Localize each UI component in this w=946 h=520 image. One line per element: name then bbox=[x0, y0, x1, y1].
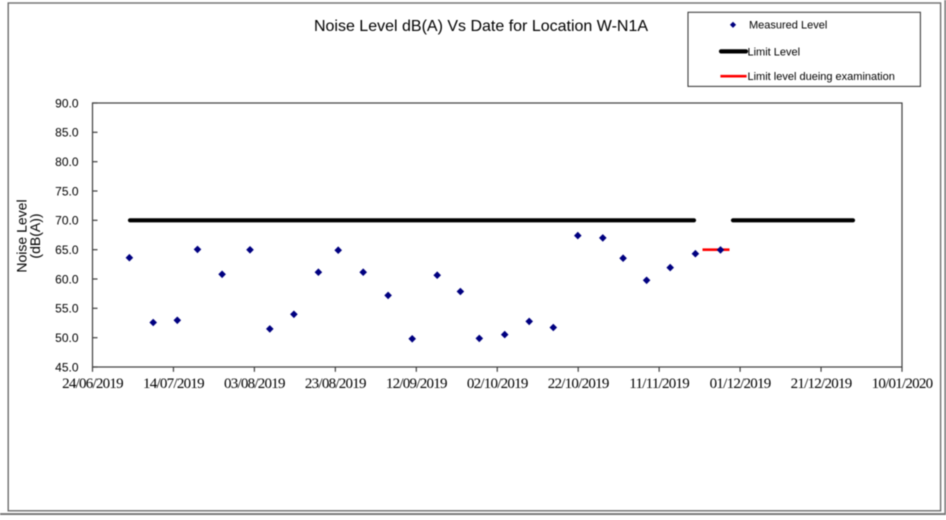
svg-text:65.0: 65.0 bbox=[55, 243, 79, 257]
svg-text:22/10/2019: 22/10/2019 bbox=[548, 376, 609, 392]
svg-text:45.0: 45.0 bbox=[55, 360, 79, 374]
svg-text:Limit Level: Limit Level bbox=[748, 46, 801, 58]
svg-text:Limit level dueing examination: Limit level dueing examination bbox=[748, 71, 895, 83]
svg-text:21/12/2019: 21/12/2019 bbox=[791, 376, 852, 392]
svg-text:Noise Level dB(A) Vs Date for: Noise Level dB(A) Vs Date for Location W… bbox=[314, 18, 648, 35]
svg-text:75.0: 75.0 bbox=[55, 184, 79, 198]
svg-text:23/08/2019: 23/08/2019 bbox=[305, 376, 366, 392]
svg-text:85.0: 85.0 bbox=[55, 126, 79, 140]
svg-text:(dB(A)): (dB(A)) bbox=[27, 213, 43, 258]
svg-text:02/10/2019: 02/10/2019 bbox=[467, 376, 528, 392]
svg-text:14/07/2019: 14/07/2019 bbox=[143, 376, 204, 392]
svg-text:60.0: 60.0 bbox=[55, 272, 79, 286]
svg-text:Noise Level: Noise Level bbox=[14, 199, 30, 272]
svg-text:10/01/2020: 10/01/2020 bbox=[872, 376, 933, 392]
svg-text:Measured Level: Measured Level bbox=[749, 20, 827, 32]
svg-text:12/09/2019: 12/09/2019 bbox=[386, 376, 447, 392]
svg-text:80.0: 80.0 bbox=[55, 155, 79, 169]
svg-text:01/12/2019: 01/12/2019 bbox=[710, 376, 771, 392]
svg-text:50.0: 50.0 bbox=[55, 331, 79, 345]
svg-text:24/06/2019: 24/06/2019 bbox=[62, 376, 123, 392]
svg-text:11/11/2019: 11/11/2019 bbox=[629, 376, 689, 392]
svg-text:55.0: 55.0 bbox=[55, 302, 79, 316]
svg-text:03/08/2019: 03/08/2019 bbox=[224, 376, 285, 392]
svg-text:70.0: 70.0 bbox=[55, 214, 79, 228]
svg-text:90.0: 90.0 bbox=[55, 96, 79, 110]
